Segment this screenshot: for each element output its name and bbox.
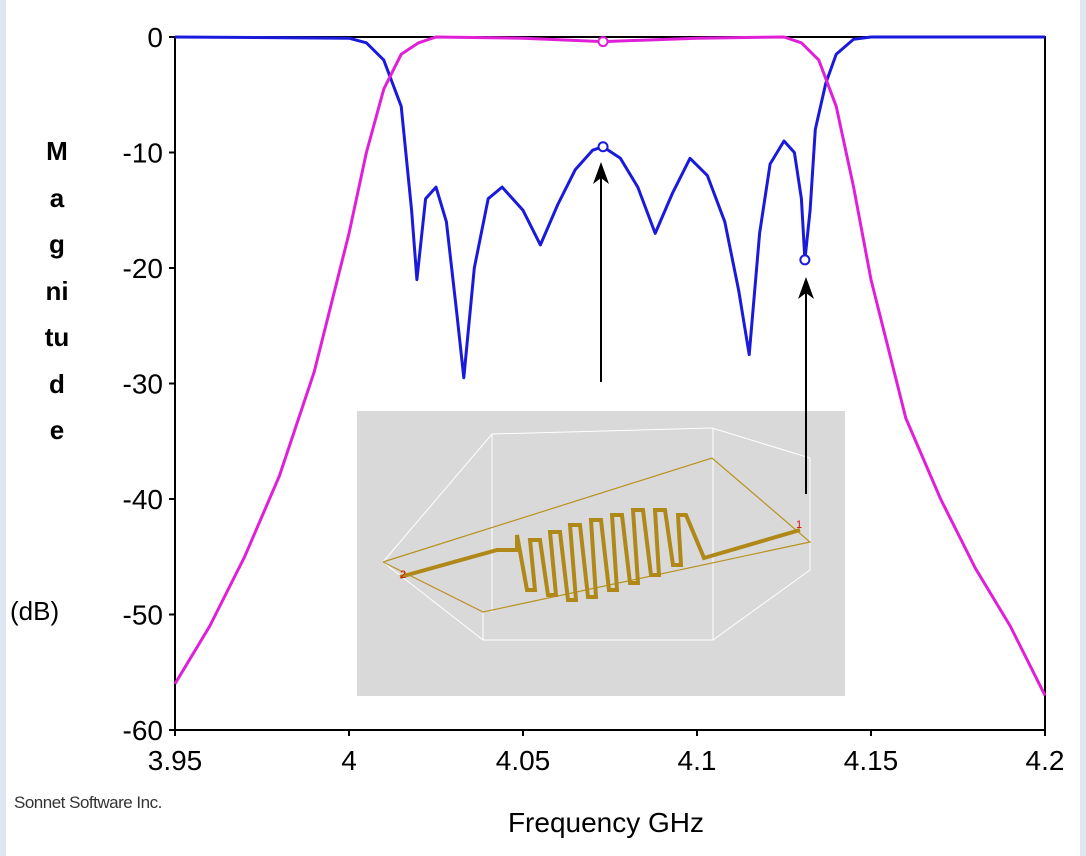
y-tick-label: -10 [123, 138, 163, 169]
y-tick-label: -30 [123, 369, 163, 400]
y-tick-label: -20 [123, 253, 163, 284]
x-tick-label: 3.95 [148, 745, 203, 776]
y-tick-label: -40 [123, 484, 163, 515]
credit: Sonnet Software Inc. [14, 793, 162, 812]
y-tick-label: 0 [147, 22, 163, 53]
svg-text:2: 2 [400, 569, 406, 581]
y-tick-label: -50 [123, 600, 163, 631]
x-tick-label: 4.2 [1026, 745, 1065, 776]
y-axis-label: Magnitude [42, 128, 72, 454]
inset-layout: 2 1 [357, 411, 845, 696]
page: {"chart_data": { "type": "line", "xlabel… [0, 0, 1086, 856]
chart: 2 1 Frequency GHz Sonnet Software Inc. 0… [0, 0, 1086, 856]
x-tick-label: 4.05 [496, 745, 551, 776]
x-axis-label: Frequency GHz [508, 807, 704, 838]
marker [599, 37, 608, 46]
y-tick-label: -60 [123, 715, 163, 746]
x-tick-label: 4.1 [678, 745, 717, 776]
x-tick-label: 4.15 [844, 745, 899, 776]
marker [599, 142, 608, 151]
marker [800, 255, 809, 264]
x-tick-label: 4 [341, 745, 357, 776]
svg-text:1: 1 [796, 519, 802, 531]
y-axis-unit: (dB) [10, 596, 59, 627]
